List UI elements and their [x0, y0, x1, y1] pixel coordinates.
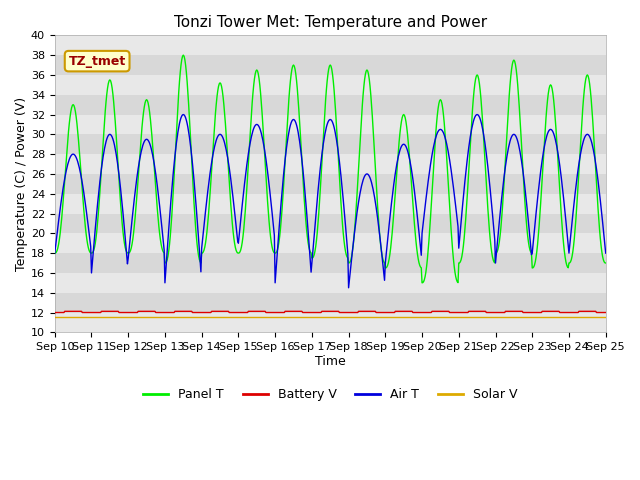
Solar V: [375, 314, 383, 320]
Bar: [55, 134, 605, 154]
Solar V: [196, 314, 204, 320]
Bar: [55, 55, 605, 75]
Solar V: [602, 314, 609, 320]
Bar: [55, 36, 605, 55]
Y-axis label: Temperature (C) / Power (V): Temperature (C) / Power (V): [15, 97, 28, 271]
Battery V: [552, 309, 560, 314]
Solar V: [551, 314, 559, 320]
Solar V: [429, 314, 437, 320]
Panel T: [196, 259, 204, 264]
Air T: [179, 112, 187, 118]
Battery V: [376, 310, 384, 315]
Bar: [55, 95, 605, 115]
Bar: [55, 233, 605, 253]
Air T: [172, 146, 179, 152]
Line: Panel T: Panel T: [55, 55, 605, 283]
Title: Tonzi Tower Met: Temperature and Power: Tonzi Tower Met: Temperature and Power: [173, 15, 487, 30]
Bar: [55, 312, 605, 332]
Air T: [323, 124, 330, 130]
Solar V: [172, 314, 179, 320]
Panel T: [553, 137, 561, 143]
Bar: [55, 273, 605, 293]
X-axis label: Time: Time: [315, 355, 346, 368]
Battery V: [431, 309, 438, 314]
Line: Air T: Air T: [55, 115, 605, 288]
Panel T: [172, 144, 179, 149]
Solar V: [51, 314, 59, 320]
Air T: [345, 285, 353, 291]
Panel T: [376, 235, 384, 241]
Air T: [51, 250, 59, 256]
Battery V: [61, 309, 68, 314]
Bar: [55, 174, 605, 194]
Air T: [553, 143, 561, 149]
Bar: [55, 293, 605, 312]
Battery V: [602, 310, 609, 315]
Bar: [55, 214, 605, 233]
Panel T: [179, 52, 187, 58]
Text: TZ_tmet: TZ_tmet: [68, 55, 126, 68]
Bar: [55, 154, 605, 174]
Bar: [55, 115, 605, 134]
Solar V: [322, 314, 330, 320]
Bar: [55, 194, 605, 214]
Air T: [602, 250, 609, 256]
Battery V: [323, 309, 330, 314]
Air T: [196, 258, 204, 264]
Legend: Panel T, Battery V, Air T, Solar V: Panel T, Battery V, Air T, Solar V: [138, 383, 522, 406]
Air T: [431, 137, 439, 143]
Panel T: [51, 250, 59, 256]
Battery V: [173, 309, 180, 314]
Battery V: [51, 310, 59, 315]
Panel T: [418, 280, 426, 286]
Battery V: [196, 310, 204, 315]
Panel T: [431, 141, 439, 146]
Bar: [55, 75, 605, 95]
Panel T: [323, 87, 330, 93]
Air T: [377, 241, 385, 247]
Panel T: [602, 260, 609, 266]
Bar: [55, 253, 605, 273]
